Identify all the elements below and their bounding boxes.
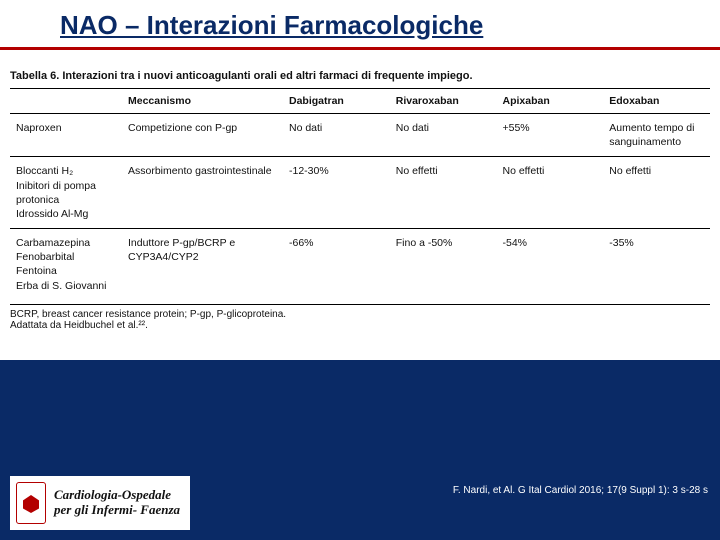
interactions-table: Meccanismo Dabigatran Rivaroxaban Apixab…	[10, 88, 710, 300]
drug-name: Fenobarbital	[16, 250, 116, 264]
cell-edoxaban: Aumento tempo di sanguinamento	[603, 114, 710, 157]
table-row: Naproxen Competizione con P-gp No dati N…	[10, 114, 710, 157]
cell-dabigatran: No dati	[283, 114, 390, 157]
col-header-edoxaban: Edoxaban	[603, 89, 710, 114]
cell-edoxaban: No effetti	[603, 157, 710, 229]
cell-mechanism: Induttore P-gp/BCRP e CYP3A4/CYP2	[122, 229, 283, 300]
drug-name: Bloccanti H₂	[16, 164, 116, 178]
footnote-line: Adattata da Heidbuchel et al.²².	[10, 320, 710, 331]
footer-left: Cardiologia-Ospedale per gli Infermi- Fa…	[10, 476, 190, 530]
drug-name: Erba di S. Giovanni	[16, 279, 116, 293]
cell-mechanism: Competizione con P-gp	[122, 114, 283, 157]
dept-line: Cardiologia-Ospedale	[54, 488, 180, 503]
dept-line: per gli Infermi- Faenza	[54, 503, 180, 518]
cell-dabigatran: -12-30%	[283, 157, 390, 229]
cell-apixaban: -54%	[497, 229, 604, 300]
department-label: Cardiologia-Ospedale per gli Infermi- Fa…	[54, 488, 180, 518]
cell-drugs: Carbamazepina Fenobarbital Fentoina Erba…	[10, 229, 122, 300]
col-header-mechanism: Meccanismo	[122, 89, 283, 114]
cell-mechanism: Assorbimento gastrointestinale	[122, 157, 283, 229]
cell-dabigatran: -66%	[283, 229, 390, 300]
cell-rivaroxaban: No dati	[390, 114, 497, 157]
cell-apixaban: +55%	[497, 114, 604, 157]
drug-name: Inibitori di pompa protonica	[16, 179, 116, 207]
cell-drugs: Bloccanti H₂ Inibitori di pompa protonic…	[10, 157, 122, 229]
col-header-dabigatran: Dabigatran	[283, 89, 390, 114]
table-caption: Tabella 6. Interazioni tra i nuovi antic…	[10, 70, 710, 82]
citation: F. Nardi, et Al. G Ital Cardiol 2016; 17…	[453, 485, 708, 496]
cell-apixaban: No effetti	[497, 157, 604, 229]
cell-rivaroxaban: Fino a -50%	[390, 229, 497, 300]
table-area: Tabella 6. Interazioni tra i nuovi antic…	[0, 50, 720, 341]
col-header-drug	[10, 89, 122, 114]
col-header-apixaban: Apixaban	[497, 89, 604, 114]
drug-name: Fentoina	[16, 264, 116, 278]
footnote-line: BCRP, breast cancer resistance protein; …	[10, 309, 710, 320]
crest-icon	[16, 482, 46, 524]
table-row: Carbamazepina Fenobarbital Fentoina Erba…	[10, 229, 710, 300]
title-region: NAO – Interazioni Farmacologiche	[0, 0, 720, 41]
cell-drugs: Naproxen	[10, 114, 122, 157]
table-row: Bloccanti H₂ Inibitori di pompa protonic…	[10, 157, 710, 229]
table-footnote: BCRP, breast cancer resistance protein; …	[10, 304, 710, 331]
col-header-rivaroxaban: Rivaroxaban	[390, 89, 497, 114]
cell-edoxaban: -35%	[603, 229, 710, 300]
slide-title: NAO – Interazioni Farmacologiche	[60, 10, 700, 41]
table-header-row: Meccanismo Dabigatran Rivaroxaban Apixab…	[10, 89, 710, 114]
drug-name: Naproxen	[16, 122, 62, 134]
drug-name: Carbamazepina	[16, 236, 116, 250]
slide-root: NAO – Interazioni Farmacologiche Tabella…	[0, 0, 720, 540]
drug-name: Idrossido Al-Mg	[16, 207, 116, 221]
cell-rivaroxaban: No effetti	[390, 157, 497, 229]
